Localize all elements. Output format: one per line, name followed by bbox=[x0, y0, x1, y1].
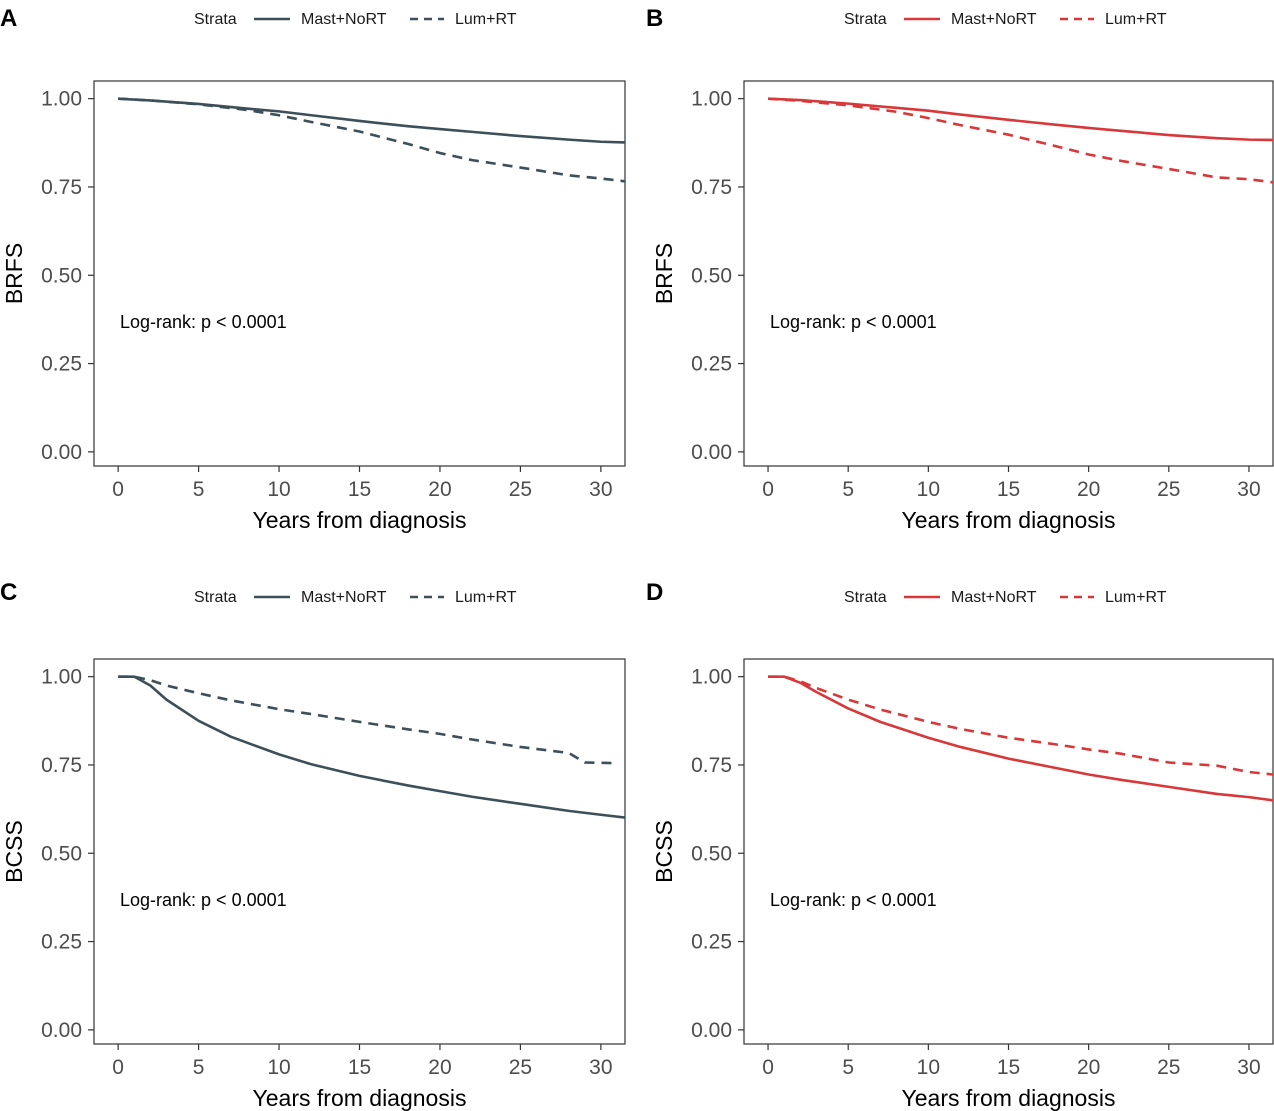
y-tick-label: 0.50 bbox=[691, 264, 732, 287]
panel-c-y-axis-title: BCSS bbox=[1, 820, 27, 883]
panel-c-plot-frame bbox=[93, 658, 626, 1045]
panel-c-x-axis-title: Years from diagnosis bbox=[253, 1085, 467, 1111]
panel-b-plot-frame bbox=[743, 80, 1274, 467]
panel-a-y-axis-title: BRFS bbox=[1, 243, 27, 304]
x-tick-label: 15 bbox=[997, 1056, 1020, 1079]
x-tick-label: 25 bbox=[509, 478, 532, 501]
x-tick-label: 30 bbox=[1237, 478, 1260, 501]
x-tick-label: 15 bbox=[348, 478, 371, 501]
panel-c-series-mast-nort bbox=[118, 675, 625, 819]
panel-d-legend: Strata Mast+NoRT Lum+RT bbox=[844, 589, 1167, 606]
x-tick-label: 10 bbox=[267, 1056, 290, 1079]
x-tick-label: 20 bbox=[1077, 1056, 1100, 1079]
x-tick-label: 10 bbox=[267, 478, 290, 501]
x-tick-label: 25 bbox=[1157, 1056, 1180, 1079]
x-tick-label: 0 bbox=[112, 478, 124, 501]
x-tick-label: 20 bbox=[1077, 478, 1100, 501]
y-tick-label: 1.00 bbox=[41, 88, 82, 111]
panel-d: D Strata Mast+NoRT Lum+RT 0.00 0.25 0.50 0.75 1.… bbox=[646, 579, 1274, 1111]
y-tick-label: 0.25 bbox=[691, 931, 732, 954]
y-tick-label: 0.50 bbox=[41, 264, 82, 287]
legend-entry: Lum+RT bbox=[1105, 11, 1167, 28]
legend-entry: Mast+NoRT bbox=[951, 589, 1037, 606]
y-tick-label: 0.25 bbox=[691, 353, 732, 376]
panel-a: A Strata Mast+NoRT Lum+RT 0.00 0.25 0.50 0.75 1.… bbox=[0, 5, 626, 533]
x-tick-label: 5 bbox=[842, 1056, 854, 1079]
panel-a-series-lum-rt bbox=[118, 97, 625, 183]
legend-title: Strata bbox=[844, 11, 887, 28]
legend-title: Strata bbox=[194, 11, 237, 28]
legend-entry: Mast+NoRT bbox=[301, 589, 387, 606]
panel-b-y-axis-title: BRFS bbox=[651, 243, 677, 304]
y-tick-label: 0.25 bbox=[41, 931, 82, 954]
x-tick-label: 30 bbox=[589, 1056, 612, 1079]
y-tick-label: 0.75 bbox=[691, 754, 732, 777]
panel-d-series-mast-nort bbox=[768, 675, 1273, 802]
x-tick-label: 0 bbox=[112, 1056, 124, 1079]
y-tick-label: 0.75 bbox=[41, 176, 82, 199]
panel-c-legend: Strata Mast+NoRT Lum+RT bbox=[194, 589, 517, 606]
y-tick-label: 0.00 bbox=[691, 441, 732, 464]
x-tick-label: 30 bbox=[589, 478, 612, 501]
panel-b-series-mast-nort bbox=[767, 97, 1273, 142]
panel-c-letter: C bbox=[0, 579, 17, 606]
panel-b: B Strata Mast+NoRT Lum+RT 0.00 0.25 0.50 0.75 1.… bbox=[646, 5, 1274, 533]
y-tick-label: 0.75 bbox=[691, 176, 732, 199]
panel-a-x-axis-title: Years from diagnosis bbox=[253, 507, 467, 533]
legend-entry: Mast+NoRT bbox=[951, 11, 1037, 28]
y-tick-label: 0.25 bbox=[41, 353, 82, 376]
panel-d-plot-frame bbox=[743, 658, 1274, 1045]
panel-c: C Strata Mast+NoRT Lum+RT 0.00 0.25 0.50 0.75 1.… bbox=[0, 579, 626, 1111]
panel-a-logrank-annotation: Log-rank: p < 0.0001 bbox=[120, 312, 287, 332]
x-tick-label: 30 bbox=[1237, 1056, 1260, 1079]
x-tick-label: 0 bbox=[762, 478, 774, 501]
x-tick-label: 5 bbox=[842, 478, 854, 501]
x-tick-label: 20 bbox=[428, 478, 451, 501]
legend-title: Strata bbox=[194, 589, 237, 606]
panel-b-logrank-annotation: Log-rank: p < 0.0001 bbox=[770, 312, 937, 332]
y-tick-label: 1.00 bbox=[41, 666, 82, 689]
y-tick-label: 0.00 bbox=[41, 441, 82, 464]
x-tick-label: 10 bbox=[917, 1056, 940, 1079]
x-tick-label: 0 bbox=[762, 1056, 774, 1079]
panel-a-legend: Strata Mast+NoRT Lum+RT bbox=[194, 11, 517, 28]
legend-entry: Lum+RT bbox=[1105, 589, 1167, 606]
x-tick-label: 15 bbox=[348, 1056, 371, 1079]
legend-title: Strata bbox=[844, 589, 887, 606]
y-tick-label: 0.00 bbox=[41, 1019, 82, 1042]
panel-b-x-axis-title: Years from diagnosis bbox=[902, 507, 1116, 533]
y-tick-label: 1.00 bbox=[691, 666, 732, 689]
panel-d-x-axis-title: Years from diagnosis bbox=[902, 1085, 1116, 1111]
panel-b-legend: Strata Mast+NoRT Lum+RT bbox=[844, 11, 1167, 28]
panel-a-letter: A bbox=[0, 5, 17, 32]
x-tick-label: 15 bbox=[997, 478, 1020, 501]
panel-c-series-lum-rt bbox=[118, 675, 617, 765]
panel-b-letter: B bbox=[646, 5, 663, 32]
panel-c-logrank-annotation: Log-rank: p < 0.0001 bbox=[120, 890, 287, 910]
y-tick-label: 1.00 bbox=[691, 88, 732, 111]
legend-entry: Lum+RT bbox=[455, 589, 517, 606]
y-tick-label: 0.50 bbox=[41, 842, 82, 865]
panel-d-logrank-annotation: Log-rank: p < 0.0001 bbox=[770, 890, 937, 910]
x-tick-label: 20 bbox=[428, 1056, 451, 1079]
x-tick-label: 25 bbox=[1157, 478, 1180, 501]
y-tick-label: 0.00 bbox=[691, 1019, 732, 1042]
panel-d-series-lum-rt bbox=[768, 675, 1273, 776]
x-tick-label: 5 bbox=[193, 1056, 205, 1079]
legend-entry: Lum+RT bbox=[455, 11, 517, 28]
legend-entry: Mast+NoRT bbox=[301, 11, 387, 28]
y-tick-label: 0.50 bbox=[691, 842, 732, 865]
x-tick-label: 5 bbox=[193, 478, 205, 501]
y-tick-label: 0.75 bbox=[41, 754, 82, 777]
panel-d-letter: D bbox=[646, 579, 663, 606]
panel-b-series-lum-rt bbox=[767, 97, 1273, 184]
panel-d-y-axis-title: BCSS bbox=[651, 820, 677, 883]
x-tick-label: 25 bbox=[509, 1056, 532, 1079]
x-tick-label: 10 bbox=[917, 478, 940, 501]
